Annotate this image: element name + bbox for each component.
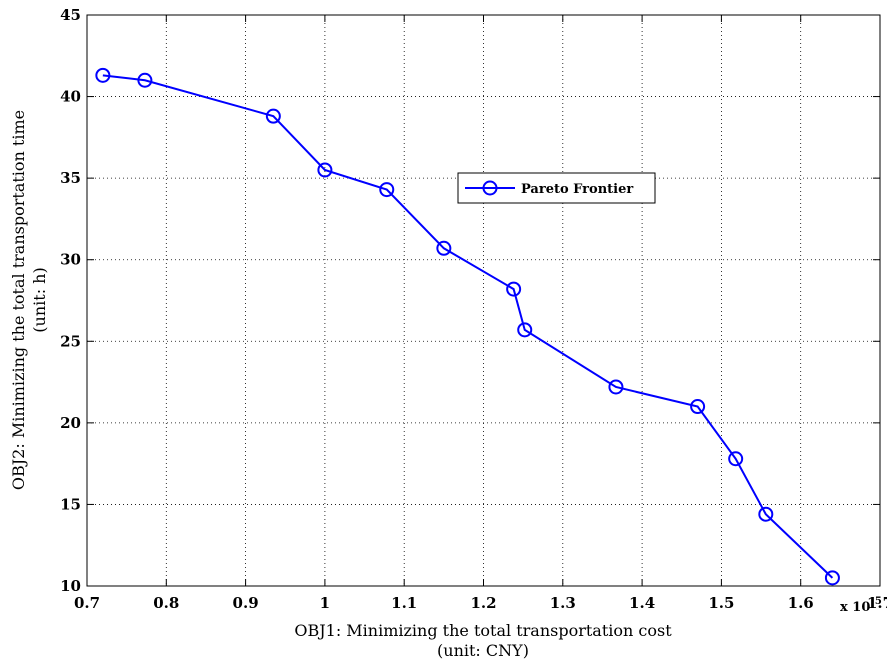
- x-tick-label: 1.2: [470, 594, 496, 612]
- x-tick-label: 1: [320, 594, 330, 612]
- data-point: [137, 72, 153, 88]
- data-point: [824, 570, 840, 586]
- data-point: [95, 67, 111, 83]
- x-tick-label: 0.8: [153, 594, 179, 612]
- legend-marker: [482, 180, 498, 196]
- x-axis-label: OBJ1: Minimizing the total transportatio…: [294, 621, 672, 640]
- data-point: [317, 162, 333, 178]
- data-point: [379, 182, 395, 198]
- plot-area: [87, 15, 880, 586]
- x-tick-label: 1.5: [708, 594, 734, 612]
- x-tick-label: 1.3: [550, 594, 576, 612]
- data-point: [517, 322, 533, 338]
- y-tick-label: 25: [60, 332, 81, 350]
- y-tick-label: 45: [60, 6, 81, 24]
- series-layer: [95, 67, 840, 586]
- x-tick-label: 1.4: [629, 594, 655, 612]
- y-tick-label: 10: [60, 577, 81, 595]
- y-tick-label: 30: [60, 251, 81, 269]
- data-point: [436, 240, 452, 256]
- x-axis-unit: (unit: CNY): [437, 641, 529, 660]
- y-tick-label: 20: [60, 414, 81, 432]
- legend: Pareto Frontier: [457, 172, 656, 204]
- data-point: [506, 281, 522, 297]
- data-point: [690, 399, 706, 415]
- y-axis-label: OBJ2: Minimizing the total transportatio…: [9, 110, 28, 490]
- data-point: [608, 379, 624, 395]
- series-line: [102, 74, 834, 579]
- x-exponent-base: x 10: [840, 600, 870, 615]
- x-tick-label: 1.6: [788, 594, 814, 612]
- x-tick-labels: 0.7 0.8 0.9 1 1.1 1.2 1.3 1.4 1.5 1.6 1.7: [74, 594, 887, 612]
- y-axis-unit: (unit: h): [30, 267, 49, 332]
- y-tick-labels: 10 15 20 25 30 35 40 45: [60, 6, 81, 595]
- plot-frame: [86, 14, 881, 587]
- y-tick-label: 35: [60, 169, 81, 187]
- x-tick-label: 1.1: [391, 594, 417, 612]
- x-tick-label: 0.7: [74, 594, 100, 612]
- axis-ticks: [86, 14, 881, 587]
- x-exponent-power: 5: [875, 596, 882, 607]
- data-point: [728, 451, 744, 467]
- legend-label: Pareto Frontier: [521, 182, 633, 197]
- x-tick-label: 0.9: [233, 594, 259, 612]
- y-tick-label: 40: [60, 88, 81, 106]
- y-tick-label: 15: [60, 495, 81, 513]
- x-tick-label: 1.7: [867, 594, 887, 612]
- data-point: [758, 506, 774, 522]
- x-exponent: x 10 5: [840, 596, 882, 615]
- data-point: [265, 108, 281, 124]
